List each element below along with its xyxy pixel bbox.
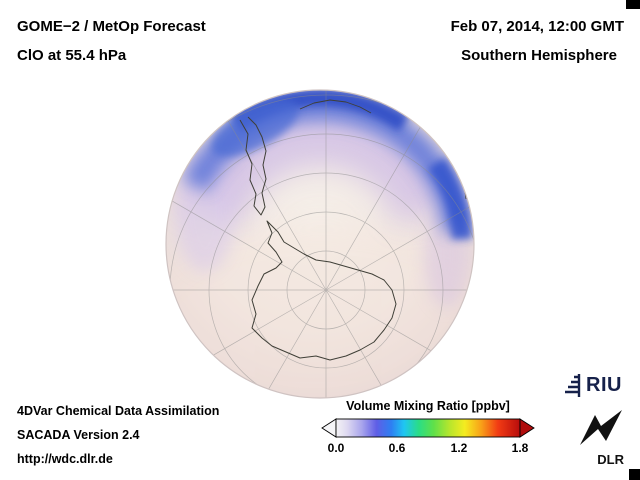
- dlr-icon: [580, 410, 622, 445]
- colorbar-tick-0: 0.0: [327, 441, 345, 455]
- globe-limb: [165, 89, 475, 399]
- high-clo-upper-left-blob: [211, 99, 299, 157]
- colorbar-bar: [335, 418, 521, 438]
- credits: 4DVar Chemical Data Assimilation SACADA …: [17, 399, 219, 471]
- version-label: SACADA Version 2.4: [17, 428, 140, 442]
- product-header: GOME−2 / MetOp Forecast ClO at 55.4 hPa: [17, 12, 206, 70]
- hemisphere-label: Southern Hemisphere: [461, 47, 617, 64]
- graticule: [166, 90, 474, 398]
- time-header: Feb 07, 2014, 12:00 GMT Southern Hemisph…: [451, 12, 624, 70]
- dlr-logo: DLR: [574, 407, 628, 467]
- dlr-label: DLR: [597, 452, 624, 467]
- product-title: GOME−2 / MetOp Forecast: [17, 18, 206, 35]
- colorbar-tick-3: 1.8: [511, 441, 529, 455]
- colorbar: Volume Mixing Ratio [ppbv]: [320, 399, 536, 456]
- colorbar-tick-1: 0.6: [388, 441, 406, 455]
- colorbar-title: Volume Mixing Ratio [ppbv]: [346, 399, 510, 413]
- riu-label: RIU: [586, 373, 622, 396]
- high-clo-right-limb-blob: [427, 157, 472, 240]
- moderate-clo-violet-band: [181, 100, 459, 225]
- africa-coastline-fragment: [299, 99, 372, 114]
- riu-logo: RIU: [561, 372, 622, 398]
- south-america-coastline: [239, 116, 267, 216]
- colorbar-tick-2: 1.2: [450, 441, 468, 455]
- antarctica-coastline: [251, 220, 397, 361]
- assimilation-label: 4DVar Chemical Data Assimilation: [17, 404, 220, 418]
- species-level-label: ClO at 55.4 hPa: [17, 47, 127, 64]
- datetime-label: Feb 07, 2014, 12:00 GMT: [450, 18, 624, 35]
- colorbar-gradient: [321, 418, 535, 438]
- screen-artifact-bottom-right: [629, 469, 640, 480]
- screen-artifact-top-right: [626, 0, 640, 9]
- colorbar-right-arrow: [519, 418, 535, 438]
- wdc-url: http://wdc.dlr.de: [17, 452, 113, 466]
- colorbar-left-arrow: [321, 418, 337, 438]
- riu-icon: [565, 374, 581, 397]
- colorbar-ticks: 0.0 0.6 1.2 1.8: [320, 441, 536, 456]
